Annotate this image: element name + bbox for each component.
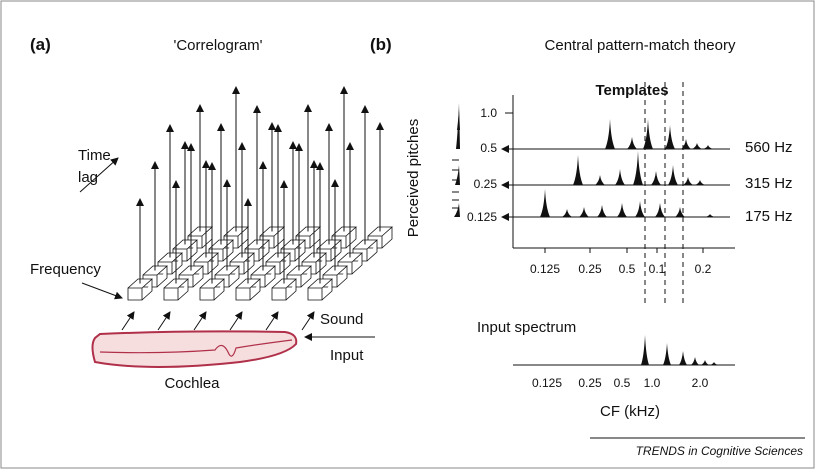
input-arrow bbox=[301, 311, 315, 331]
peak bbox=[691, 357, 699, 365]
tick-label: 0.2 bbox=[695, 262, 712, 276]
peak bbox=[540, 189, 550, 217]
input-arrow bbox=[229, 311, 243, 331]
tick-label: 0.125 bbox=[530, 262, 560, 276]
peak bbox=[683, 177, 693, 185]
label: Cochlea bbox=[164, 375, 220, 392]
peak bbox=[627, 137, 637, 149]
peak bbox=[668, 165, 678, 185]
panel-label: (b) bbox=[370, 35, 392, 54]
peak bbox=[617, 203, 627, 217]
box bbox=[271, 278, 298, 301]
input-arrow bbox=[193, 311, 207, 331]
panel-title: Central pattern-match theory bbox=[545, 37, 736, 54]
peak bbox=[710, 362, 718, 365]
pitch-spike bbox=[456, 103, 460, 149]
axis-label: Perceived pitches bbox=[405, 119, 422, 237]
peak bbox=[675, 207, 685, 217]
label: Input spectrum bbox=[477, 319, 576, 336]
panel-label: (a) bbox=[30, 35, 51, 54]
box bbox=[307, 278, 334, 301]
label: Input bbox=[330, 347, 364, 364]
box bbox=[199, 278, 226, 301]
level-label: 1.0 bbox=[480, 106, 497, 120]
peak bbox=[643, 119, 653, 149]
panel-a bbox=[79, 86, 394, 368]
input-arrow bbox=[265, 311, 279, 331]
tick-label: 0.25 bbox=[578, 376, 602, 390]
axis-label: lag bbox=[78, 169, 98, 186]
peak bbox=[701, 360, 709, 365]
tick-label: 0.25 bbox=[578, 262, 602, 276]
box bbox=[163, 278, 190, 301]
label: Templates bbox=[595, 82, 668, 99]
input-arrow bbox=[157, 311, 171, 331]
peak bbox=[597, 205, 607, 217]
peak bbox=[665, 125, 675, 149]
peak bbox=[579, 207, 589, 217]
peak bbox=[562, 209, 572, 217]
arrow bbox=[81, 282, 123, 300]
footer: TRENDS in Cognitive Sciences bbox=[636, 444, 803, 458]
label: Sound bbox=[320, 311, 363, 328]
tick-label: 0.5 bbox=[619, 262, 636, 276]
peak bbox=[635, 201, 645, 217]
axis-label: Frequency bbox=[30, 261, 101, 278]
peak bbox=[655, 203, 665, 217]
peak bbox=[651, 171, 661, 185]
cochlea-line bbox=[99, 339, 293, 357]
peak bbox=[703, 145, 713, 149]
axis-label: CF (kHz) bbox=[600, 403, 660, 420]
row-label: 315 Hz bbox=[745, 175, 793, 192]
tick-label: 1.0 bbox=[644, 376, 661, 390]
arrow bbox=[79, 157, 119, 193]
row-label: 175 Hz bbox=[745, 208, 793, 225]
level-label: 0.5 bbox=[480, 141, 497, 155]
pitch-spike bbox=[454, 203, 460, 217]
level-label: 0.125 bbox=[467, 210, 497, 224]
peak bbox=[681, 139, 691, 149]
peak bbox=[695, 180, 705, 185]
level-label: 0.25 bbox=[474, 177, 498, 191]
peak bbox=[679, 351, 687, 365]
axis-label: Time bbox=[78, 147, 111, 164]
tick-label: 0.1 bbox=[649, 262, 666, 276]
peak bbox=[605, 119, 615, 149]
input-arrow bbox=[121, 311, 135, 331]
box bbox=[235, 278, 262, 301]
peak bbox=[692, 143, 702, 149]
peak bbox=[615, 169, 625, 185]
tick-label: 0.125 bbox=[532, 376, 562, 390]
peak bbox=[641, 335, 649, 365]
tick-label: 2.0 bbox=[692, 376, 709, 390]
row-label: 560 Hz bbox=[745, 139, 793, 156]
peak bbox=[663, 343, 671, 365]
peak bbox=[705, 214, 715, 217]
peak bbox=[633, 151, 643, 185]
cochlea bbox=[91, 330, 298, 368]
peak bbox=[573, 155, 583, 185]
panel-b bbox=[452, 82, 735, 366]
tick-label: 0.5 bbox=[614, 376, 631, 390]
box bbox=[127, 278, 154, 301]
peak bbox=[595, 175, 605, 185]
panel-title: 'Correlogram' bbox=[173, 37, 262, 54]
